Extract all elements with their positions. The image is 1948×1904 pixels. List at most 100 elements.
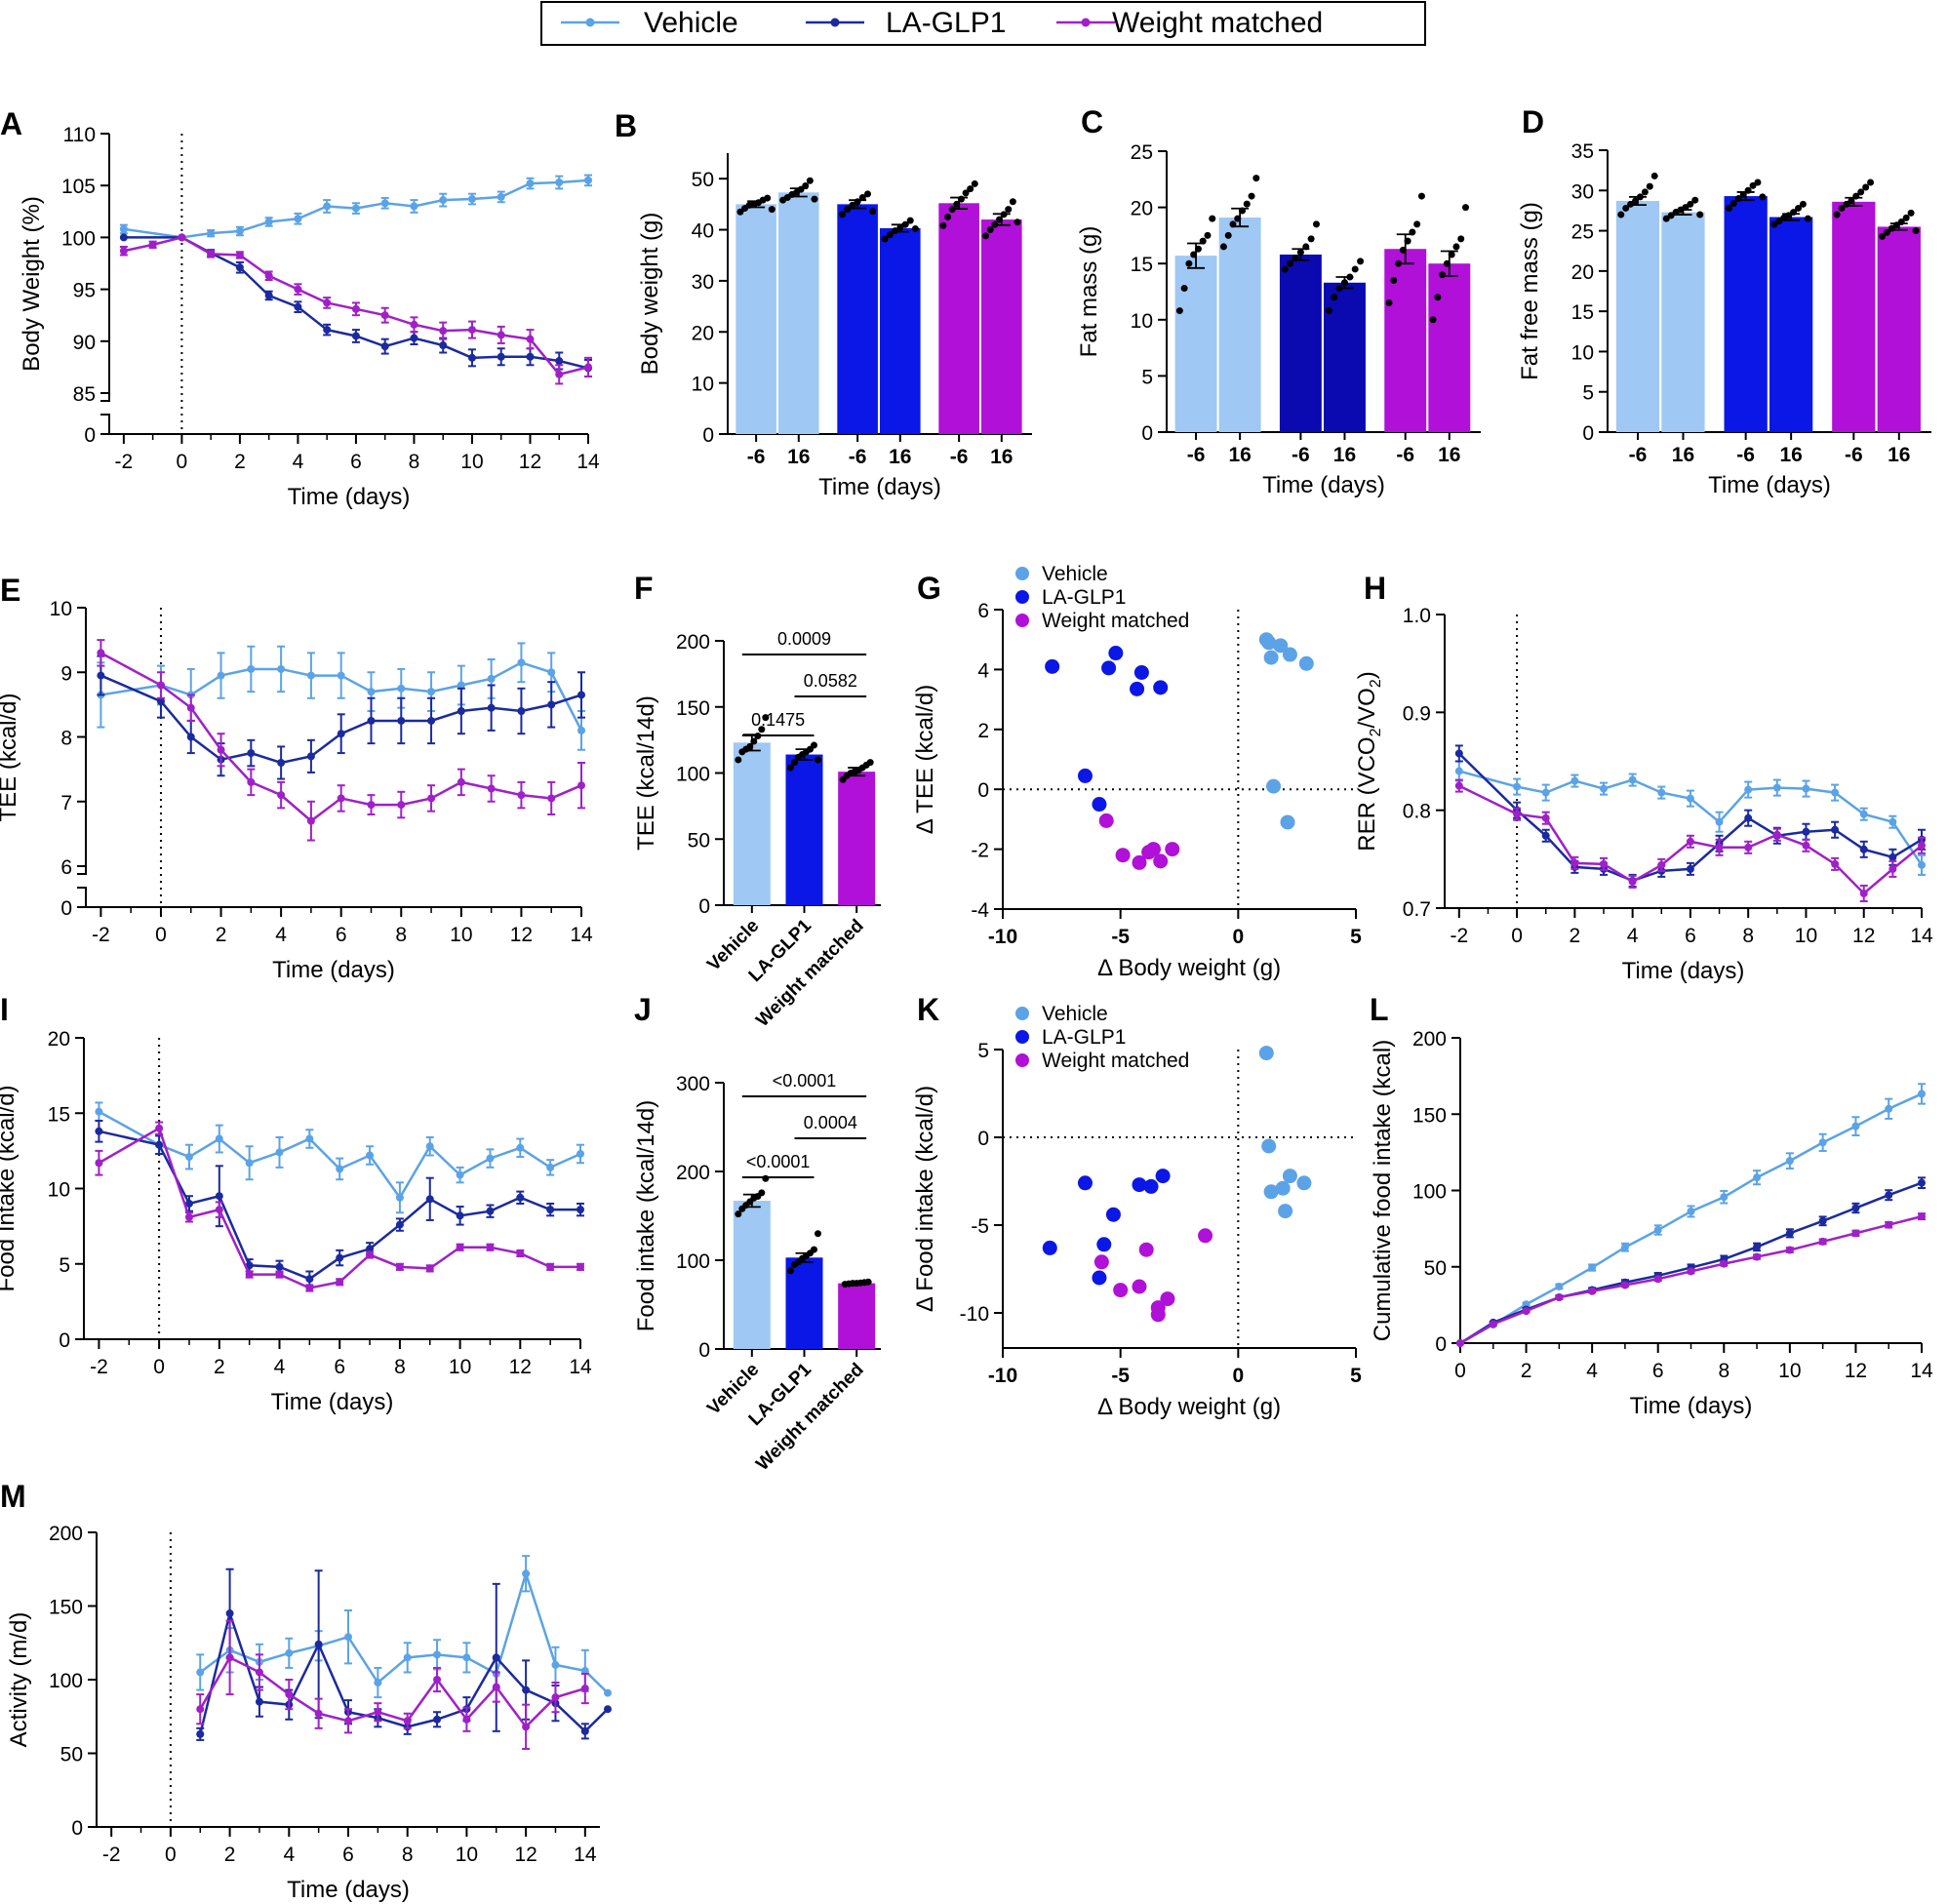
data-point — [516, 1143, 525, 1152]
x-tick-label: 10 — [1778, 1360, 1801, 1382]
legend-marker — [1015, 614, 1029, 627]
panel-label: B — [615, 108, 637, 143]
scatter-point-glp1_bar — [1133, 664, 1149, 680]
series-vehicle — [95, 1101, 584, 1214]
data-point — [337, 730, 345, 738]
data-point — [403, 1653, 412, 1662]
data-point — [1772, 783, 1781, 792]
y-axis-label-sub: 2 — [1368, 679, 1384, 688]
data-point — [1720, 1259, 1729, 1268]
data-point — [1785, 1157, 1794, 1166]
data-point — [1657, 860, 1666, 869]
scatter-point-wm_bar — [1113, 1283, 1129, 1298]
data-point — [95, 1159, 103, 1168]
data-point — [1802, 827, 1810, 836]
panel-A: A 85 90 95 100 105 110 0 -2 0 2 4 6 8 10 12 14 Time (days… — [0, 106, 600, 510]
individual-point — [1667, 212, 1675, 219]
data-point — [546, 1163, 555, 1171]
individual-point — [1351, 265, 1359, 273]
bar-la-glp1 — [837, 204, 878, 434]
y-tick-label: 2 — [977, 720, 989, 742]
x-tick-label: 6 — [342, 1844, 354, 1866]
y-tick-label: 50 — [60, 1744, 83, 1766]
data-point — [486, 1207, 495, 1215]
x-tick-label: -10 — [988, 1365, 1017, 1387]
individual-point — [1775, 218, 1783, 225]
individual-point — [906, 217, 914, 224]
data-point — [555, 370, 564, 378]
x-axis-label: Time (days) — [272, 957, 395, 983]
legend-box — [540, 1, 1426, 46]
p-value-label: <0.0001 — [746, 1152, 811, 1171]
x-tick-label: 2 — [216, 924, 227, 946]
individual-point — [1795, 204, 1803, 212]
y-axis-label: Body weight (g) — [637, 213, 663, 376]
p-value-label: 0.0582 — [804, 671, 857, 691]
y-tick-label: 100 — [61, 227, 96, 250]
bar-vehicle — [1218, 217, 1261, 432]
data-point — [1888, 853, 1897, 861]
data-point — [1588, 1287, 1597, 1295]
data-point — [184, 1199, 193, 1208]
individual-point — [1862, 183, 1870, 191]
scatter-point-glp1_bar — [1096, 1237, 1112, 1252]
individual-point — [1759, 193, 1767, 201]
series-line-glp1 — [99, 674, 582, 765]
series-glp1 — [97, 654, 585, 780]
scatter-point-glp1_bar — [1155, 1169, 1171, 1184]
data-point — [1885, 1220, 1893, 1229]
series-line-wm — [199, 1655, 586, 1729]
y-tick-label: 4 — [977, 659, 989, 682]
data-point — [1570, 776, 1579, 785]
data-point — [425, 1195, 434, 1204]
panel-label: L — [1370, 992, 1389, 1027]
individual-point — [787, 1267, 794, 1275]
data-point — [305, 1134, 314, 1143]
individual-point — [1224, 231, 1232, 239]
scatter-point-vehicle — [1280, 814, 1295, 830]
individual-point — [911, 224, 919, 232]
panel-M: M 0 50 100 150 200 -2 0 2 4 6 8 10 12 14 Time (days) Act… — [0, 1479, 612, 1903]
y-axis-label-sub: 2 — [1368, 728, 1384, 736]
data-point — [497, 331, 505, 339]
individual-point — [1646, 182, 1653, 190]
y-tick-label: 105 — [61, 176, 96, 198]
bar-weight-matched — [981, 219, 1022, 434]
scatter-point-vehicle — [1298, 655, 1314, 671]
individual-point — [811, 195, 818, 203]
individual-point — [1009, 198, 1016, 206]
individual-point — [1175, 307, 1183, 315]
individual-point — [1662, 215, 1670, 222]
x-tick-label: 0 — [177, 451, 188, 473]
data-point — [1653, 1275, 1662, 1284]
individual-point — [1770, 220, 1778, 228]
x-tick-label: 10 — [1795, 925, 1817, 947]
panel-label: E — [0, 573, 20, 608]
y-tick-label: 30 — [1571, 180, 1594, 203]
individual-point — [787, 764, 794, 772]
panel-label: G — [917, 571, 941, 606]
x-axis-label: Δ Body weight (g) — [1097, 1394, 1281, 1420]
individual-point — [1307, 235, 1315, 243]
individual-point — [1884, 228, 1891, 236]
y-tick-label: 0.8 — [1403, 801, 1431, 823]
y-tick-label: 15 — [1571, 301, 1594, 324]
individual-point — [839, 211, 847, 218]
y-tick-label: 150 — [49, 1597, 83, 1619]
x-axis-label: Time (days) — [271, 1389, 394, 1415]
data-point — [1851, 1204, 1860, 1212]
data-point — [306, 816, 315, 825]
x-tick-label: 2 — [234, 451, 246, 473]
individual-point — [1749, 181, 1757, 189]
data-point — [336, 1278, 344, 1287]
individual-point — [1907, 209, 1915, 217]
data-point — [1555, 1282, 1564, 1290]
panel-label: J — [634, 992, 652, 1027]
axis-break-gap — [74, 874, 98, 888]
data-point — [397, 801, 406, 810]
data-point — [1785, 1246, 1794, 1254]
individual-point — [768, 206, 775, 214]
data-point — [1918, 1090, 1926, 1098]
y-tick-label: 10 — [692, 374, 714, 396]
